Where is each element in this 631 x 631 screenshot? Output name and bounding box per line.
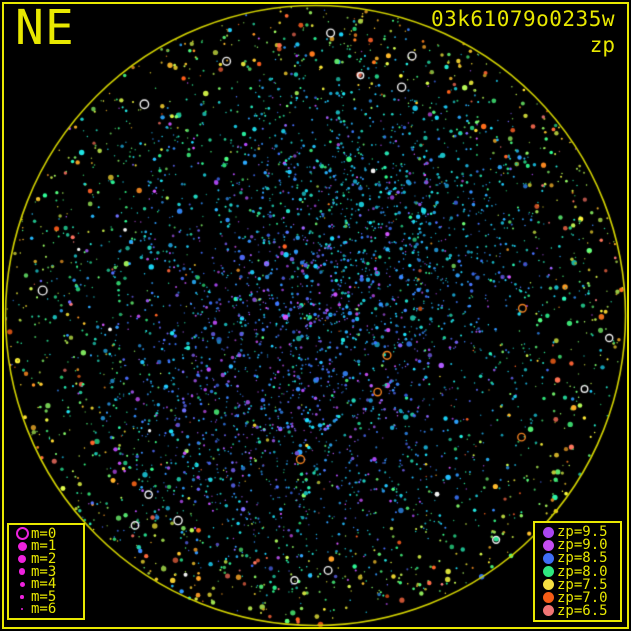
legend-row: zp=9.0: [539, 537, 616, 554]
magnitude-marker: [18, 554, 26, 563]
zp-label: zp=6.5: [557, 602, 608, 619]
magnitude-marker: [15, 527, 29, 541]
zp-swatch: [542, 566, 554, 577]
zp-label: zp=8.5: [557, 550, 608, 567]
legend-row: m=4: [13, 576, 79, 593]
exposure-title: 03k61079o0235w: [430, 7, 615, 31]
color-variable-label: zp: [589, 33, 615, 57]
legend-row: zp=9.5: [539, 524, 616, 541]
magnitude-marker: [18, 568, 26, 575]
magnitude-label: m=1: [31, 538, 57, 555]
orientation-label: NE: [15, 0, 75, 56]
zp-swatch: [542, 552, 554, 564]
zp-label: zp=7.0: [557, 589, 608, 606]
legend-row: m=2: [13, 550, 79, 567]
zp-color-legend: zp=9.5 zp=9.0 zp=8.5 zp=8.0 zp=7.5 zp=7.…: [533, 521, 622, 622]
legend-row: m=0: [13, 525, 79, 542]
magnitude-label: m=2: [31, 550, 57, 567]
zp-swatch: [542, 539, 554, 551]
magnitude-legend: m=0 m=1 m=2 m=3 m=4 m=5 m=6: [7, 523, 85, 620]
legend-row: zp=7.0: [539, 589, 616, 606]
zp-label: zp=9.0: [557, 537, 608, 554]
zp-label: zp=8.0: [557, 563, 608, 580]
legend-row: m=6: [13, 601, 79, 618]
legend-row: zp=8.5: [539, 550, 616, 567]
legend-row: zp=7.5: [539, 576, 616, 593]
magnitude-label: m=0: [31, 525, 57, 542]
zp-label: zp=9.5: [557, 524, 608, 541]
zp-swatch: [542, 579, 554, 591]
legend-row: m=5: [13, 588, 79, 605]
legend-row: zp=8.0: [539, 563, 616, 580]
magnitude-label: m=6: [31, 601, 57, 618]
legend-row: m=3: [13, 563, 79, 580]
legend-row: m=1: [13, 538, 79, 555]
magnitude-label: m=5: [31, 588, 57, 605]
legend-row: zp=6.5: [539, 602, 616, 619]
zp-swatch: [542, 605, 554, 617]
magnitude-marker: [20, 608, 24, 611]
magnitude-marker: [17, 541, 27, 551]
magnitude-label: m=3: [31, 563, 57, 580]
magnitude-marker: [20, 595, 24, 599]
magnitude-label: m=4: [31, 576, 57, 593]
zp-label: zp=7.5: [557, 576, 608, 593]
magnitude-marker: [19, 581, 25, 587]
zp-swatch: [542, 526, 554, 538]
zp-swatch: [542, 592, 554, 604]
